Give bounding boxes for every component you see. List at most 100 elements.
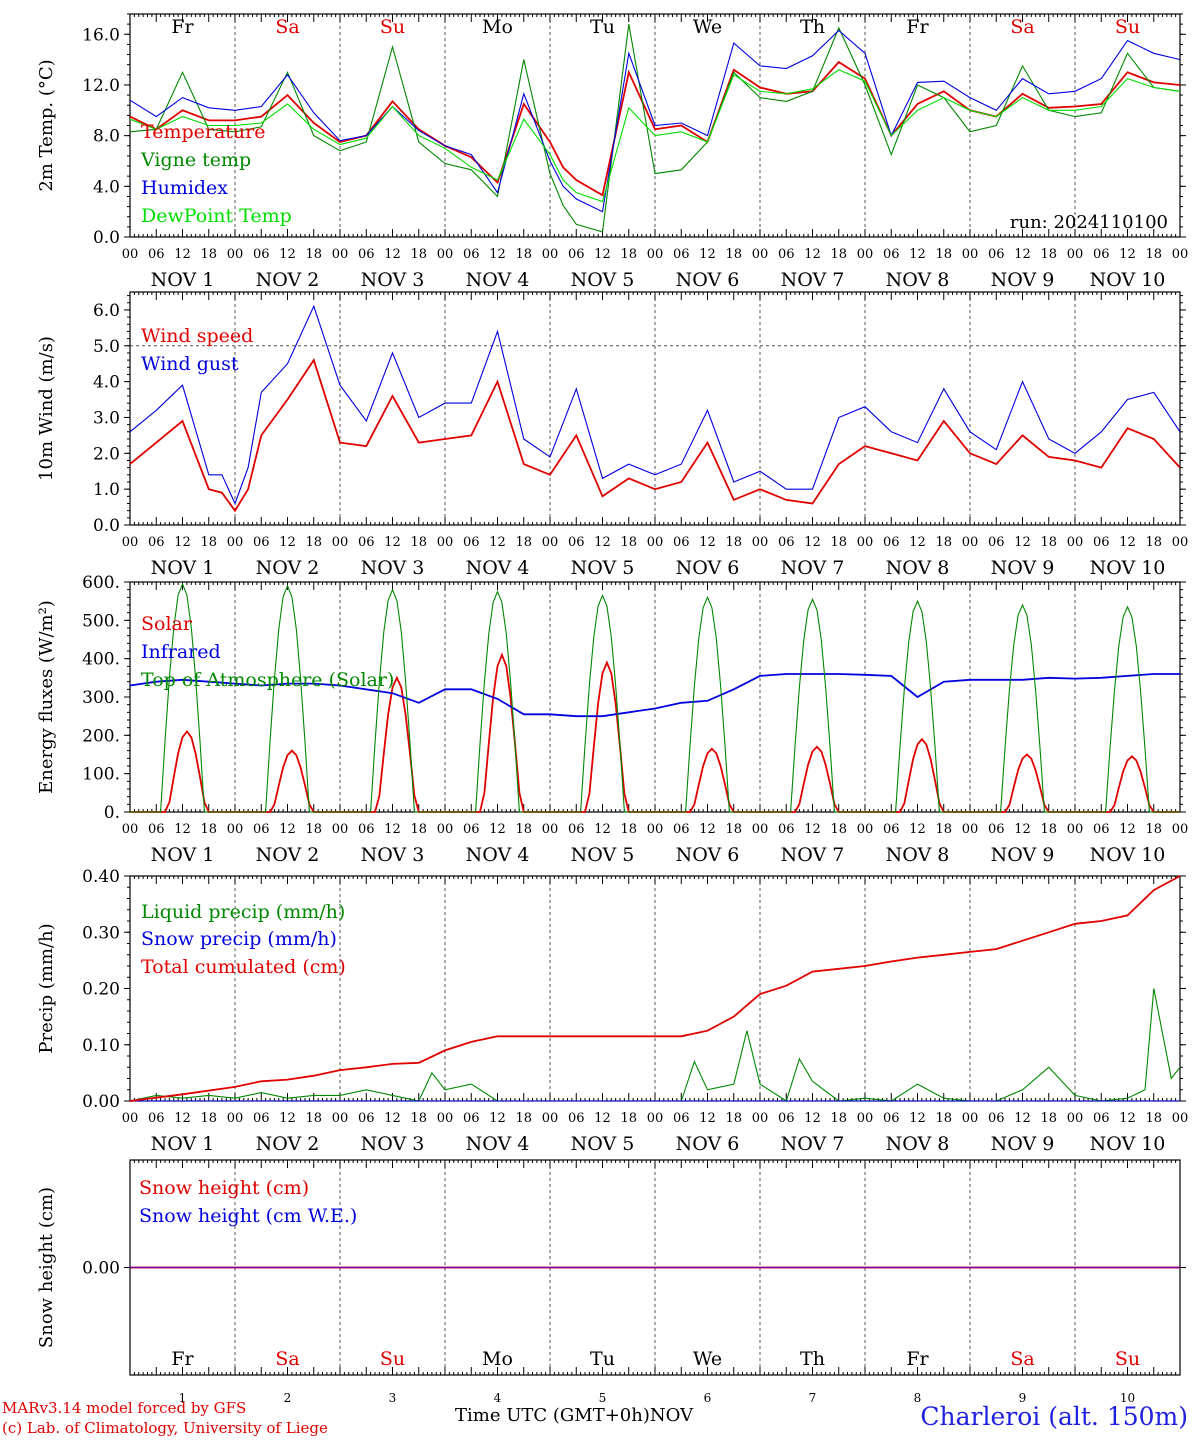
hour-label: 12: [279, 535, 296, 550]
hour-label: 12: [384, 822, 401, 837]
legend-entry: Humidex: [141, 177, 228, 199]
hour-label: 12: [804, 1111, 821, 1126]
day-label: Mo: [482, 1348, 513, 1370]
panel-energy: [124, 581, 1186, 813]
date-label: NOV 1: [151, 557, 215, 579]
y-axis-label: Energy fluxes (W/m²): [36, 600, 57, 794]
day-label: Sa: [275, 16, 299, 38]
date-label: NOV 4: [466, 1133, 530, 1155]
date-label: NOV 5: [571, 557, 635, 579]
run-label: run: 2024110100: [1010, 212, 1168, 233]
y-tick-label: 4.0: [93, 373, 120, 393]
hour-label: 18: [830, 1111, 847, 1126]
date-label: NOV 5: [571, 1133, 635, 1155]
hour-label: 06: [568, 822, 585, 837]
hour-label: 06: [463, 535, 480, 550]
day-label: Fr: [906, 1348, 929, 1370]
hour-label: 00: [1067, 535, 1084, 550]
day-label: Th: [800, 16, 825, 38]
hour-label: 00: [1172, 535, 1189, 550]
hour-label: 06: [253, 535, 270, 550]
hour-label: 12: [594, 247, 611, 262]
hour-label: 06: [358, 1111, 375, 1126]
hour-label: 06: [883, 535, 900, 550]
hour-label: 06: [568, 247, 585, 262]
series-line-dewpoint-temp: [129, 69, 1181, 203]
hour-label: 12: [909, 822, 926, 837]
series-line-total-cumulated-cm-: [129, 875, 1181, 1102]
hour-label: 00: [437, 535, 454, 550]
hour-label: 18: [935, 1111, 952, 1126]
hour-label: 00: [647, 535, 664, 550]
y-tick-label: 0.0: [93, 228, 120, 248]
y-tick-label: 600.: [82, 573, 120, 593]
hour-label: 00: [332, 1111, 349, 1126]
y-tick-label: 0.10: [82, 1036, 120, 1056]
hour-label: 00: [122, 535, 139, 550]
hour-label: 12: [1014, 535, 1031, 550]
hour-label: 12: [804, 247, 821, 262]
hour-label: 18: [305, 822, 322, 837]
hour-label: 12: [174, 1111, 191, 1126]
date-label: NOV 4: [466, 269, 530, 291]
hour-label: 18: [1145, 1111, 1162, 1126]
day-label: Tu: [590, 1348, 615, 1370]
hour-label: 12: [1014, 822, 1031, 837]
hour-label: 18: [1040, 822, 1057, 837]
hour-label: 18: [830, 247, 847, 262]
hour-label: 06: [883, 247, 900, 262]
hour-label: 00: [332, 535, 349, 550]
date-label: NOV 8: [886, 269, 950, 291]
hour-label: 00: [962, 822, 979, 837]
hour-label: 00: [122, 822, 139, 837]
hour-label: 12: [909, 535, 926, 550]
hour-label: 00: [437, 822, 454, 837]
y-tick-label: 0.0: [93, 516, 120, 536]
date-label: NOV 9: [991, 269, 1055, 291]
hour-label: 12: [909, 1111, 926, 1126]
date-label: NOV 5: [571, 844, 635, 866]
hour-label: 18: [515, 535, 532, 550]
copyright-credit: (c) Lab. of Climatology, University of L…: [2, 1419, 328, 1437]
date-label: NOV 2: [256, 844, 320, 866]
day-label: Mo: [482, 16, 513, 38]
panel-snow: [124, 1159, 1186, 1376]
hour-label: 00: [857, 1111, 874, 1126]
series-line-wind-speed: [129, 358, 1181, 513]
date-label: NOV 10: [1090, 1133, 1166, 1155]
day-label: Fr: [906, 16, 929, 38]
hour-label: 00: [647, 822, 664, 837]
day-label: Su: [1115, 16, 1140, 38]
date-label: NOV 7: [781, 269, 845, 291]
hour-label: 12: [594, 535, 611, 550]
date-label: NOV 8: [886, 557, 950, 579]
hour-label: 00: [962, 535, 979, 550]
hour-label: 18: [935, 822, 952, 837]
x-axis-unit: NOV: [649, 1405, 694, 1426]
hour-label: 00: [752, 822, 769, 837]
hour-label: 18: [935, 535, 952, 550]
hour-label: 06: [148, 822, 165, 837]
hour-label: 06: [253, 1111, 270, 1126]
hour-label: 12: [699, 247, 716, 262]
legend-entry: Liquid precip (mm/h): [141, 901, 345, 923]
series-line-liquid-precip-mm-h-: [129, 988, 1181, 1102]
hour-label: 18: [830, 535, 847, 550]
y-axis-label: 10m Wind (m/s): [36, 336, 57, 481]
hour-label: 06: [778, 247, 795, 262]
hour-label: 12: [279, 247, 296, 262]
day-label: Sa: [1010, 16, 1034, 38]
hour-label: 12: [489, 822, 506, 837]
y-axis-label: Snow height (cm): [36, 1187, 57, 1348]
y-tick-label: 0.00: [82, 1092, 120, 1112]
legend-entry: Snow precip (mm/h): [141, 928, 337, 950]
hour-label: 18: [725, 247, 742, 262]
date-label: NOV 7: [781, 1133, 845, 1155]
hour-label: 12: [174, 247, 191, 262]
hour-label: 18: [410, 1111, 427, 1126]
date-label: NOV 8: [886, 844, 950, 866]
y-tick-label: 300.: [82, 688, 120, 708]
date-label: NOV 5: [571, 269, 635, 291]
hour-label: 12: [804, 822, 821, 837]
date-label: NOV 9: [991, 557, 1055, 579]
